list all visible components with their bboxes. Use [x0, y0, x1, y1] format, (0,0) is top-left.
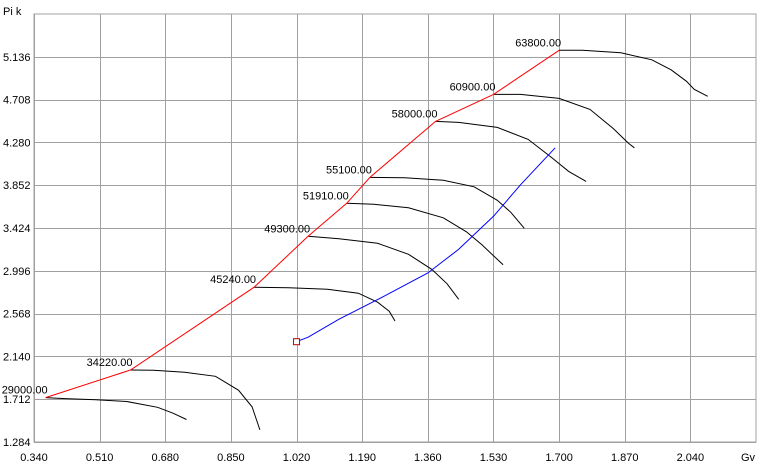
speed-line-label: 51910.00 — [303, 190, 349, 202]
y-tick-label: 4.708 — [3, 95, 31, 107]
speed-line-label: 55100.00 — [326, 164, 372, 176]
speed-line — [559, 49, 708, 97]
y-tick-label: 2.140 — [3, 351, 31, 363]
speed-line-labels: 29000.00 34220.00 45240.00 49300.00 51910.00… — [2, 37, 561, 396]
speed-line-label: 49300.00 — [264, 223, 310, 235]
speed-line — [45, 397, 187, 420]
x-tick-label: 2.040 — [677, 452, 705, 464]
y-tick-labels: 1.284 1.712 2.140 2.568 2.996 3.424 3.852 4.280… — [3, 52, 31, 449]
y-tick-label: 2.568 — [3, 309, 31, 321]
x-tick-label: 1.020 — [283, 452, 311, 464]
x-tick-label: 1.870 — [611, 452, 639, 464]
y-tick-label: 2.996 — [3, 266, 31, 278]
y-tick-label: 3.424 — [3, 223, 31, 235]
y-tick-label: 1.712 — [3, 394, 31, 406]
speed-line-label: 63800.00 — [515, 37, 561, 49]
speed-line — [346, 202, 504, 266]
x-tick-label: 0.680 — [152, 452, 180, 464]
grid-lines — [33, 13, 757, 443]
speed-line — [308, 235, 460, 300]
surge-line — [45, 49, 560, 399]
speed-line-label: 60900.00 — [450, 81, 496, 93]
y-tick-label: 5.136 — [3, 52, 31, 64]
speed-line — [435, 120, 587, 182]
speed-line-label: 29000.00 — [2, 385, 48, 397]
operating-line-group — [293, 147, 556, 346]
x-tick-label: 0.850 — [217, 452, 245, 464]
y-tick-label: 1.284 — [3, 437, 31, 449]
operating-point-marker — [293, 338, 301, 346]
speed-line — [493, 93, 635, 149]
x-tick-label: 1.190 — [348, 452, 376, 464]
speed-line-label: 34220.00 — [87, 357, 133, 369]
speed-line — [369, 176, 525, 229]
speed-lines — [45, 49, 708, 431]
operating-line — [296, 147, 556, 343]
speed-line — [130, 369, 261, 431]
x-tick-label: 0.340 — [20, 452, 48, 464]
speed-line-label: 58000.00 — [392, 108, 438, 120]
x-tick-label: 1.360 — [414, 452, 442, 464]
speed-line — [254, 286, 396, 322]
x-tick-label: 1.700 — [545, 452, 573, 464]
x-tick-label: 0.510 — [86, 452, 114, 464]
y-axis-label: Pi k — [3, 6, 22, 18]
x-tick-labels: 0.340 0.510 0.680 0.850 1.020 1.190 1.360 1.530… — [20, 452, 704, 464]
x-axis-label: Gv — [741, 452, 756, 464]
surge-line-group — [45, 49, 560, 399]
x-tick-label: 1.530 — [480, 452, 508, 464]
speed-line-label: 45240.00 — [210, 274, 256, 286]
y-tick-label: 3.852 — [3, 180, 31, 192]
y-tick-label: 4.280 — [3, 137, 31, 149]
